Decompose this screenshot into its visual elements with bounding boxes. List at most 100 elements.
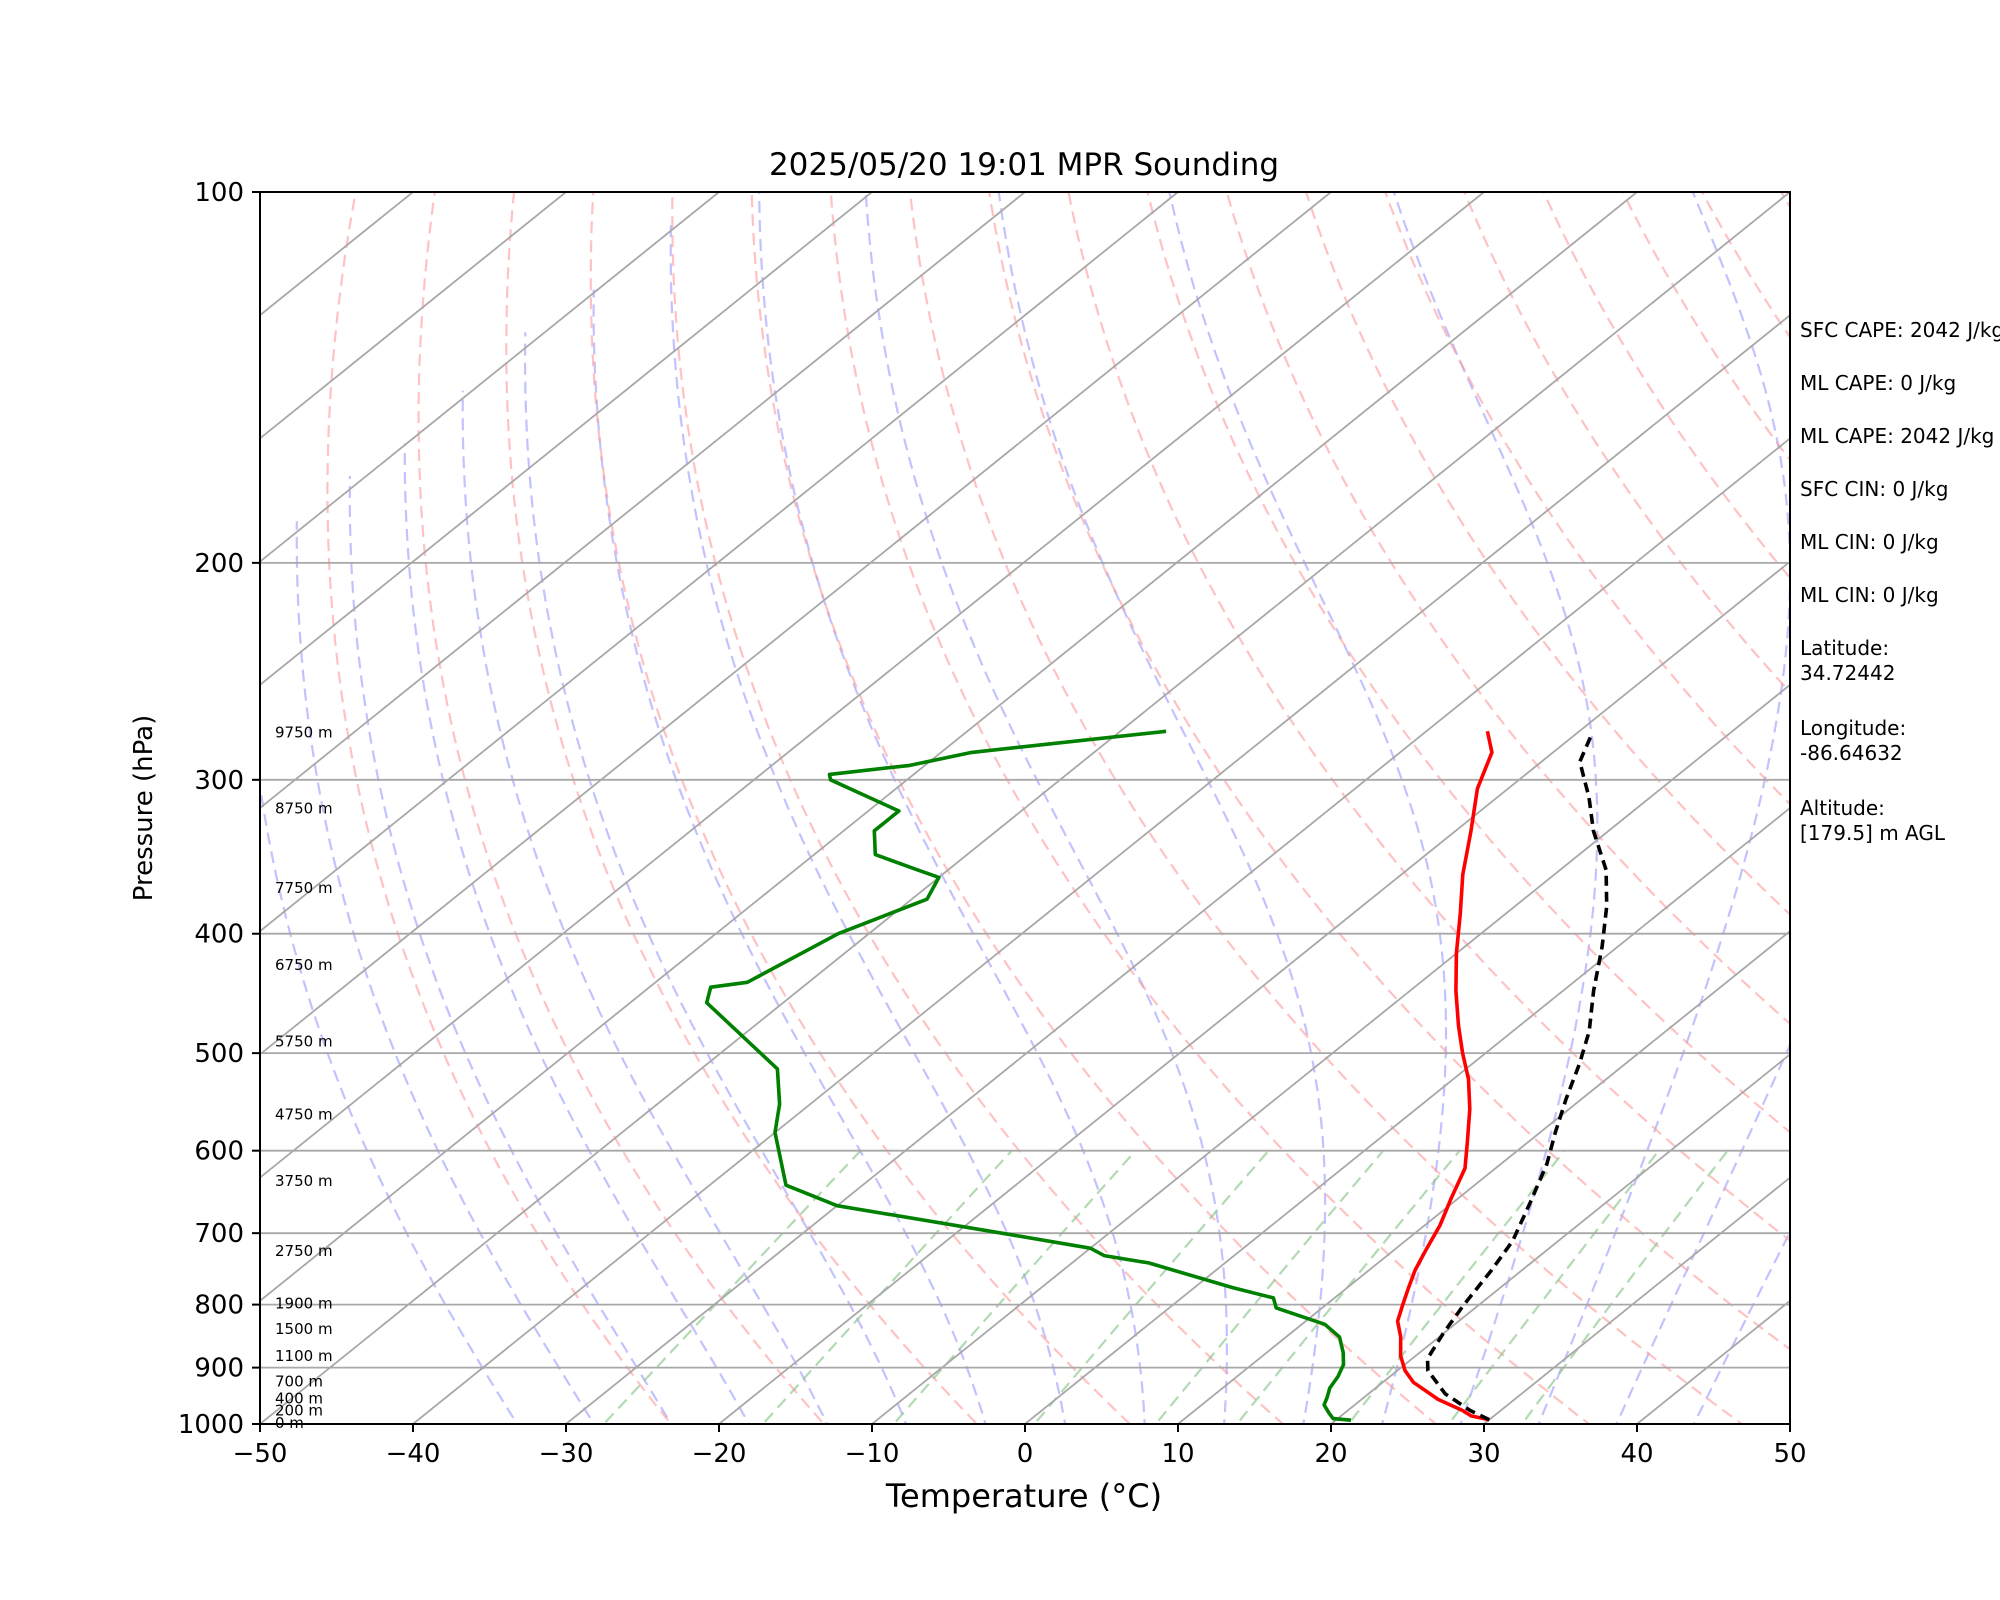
x-tick-label: 10 bbox=[1161, 1439, 1194, 1469]
altitude-value: [179.5] m AGL bbox=[1800, 821, 1946, 845]
latitude-value: 34.72442 bbox=[1800, 661, 1896, 685]
x-axis-label: Temperature (°C) bbox=[885, 1477, 1162, 1515]
mixing-ratio-line bbox=[1520, 1150, 1729, 1424]
x-tick-label: 40 bbox=[1620, 1439, 1653, 1469]
temperature-line bbox=[1395, 730, 1494, 1422]
isotherm bbox=[260, 192, 720, 563]
isotherm bbox=[1483, 1176, 1790, 1424]
height-label: 200 m bbox=[275, 1402, 323, 1420]
isotherm bbox=[260, 192, 1026, 810]
y-tick-label: 1000 bbox=[178, 1410, 244, 1440]
moist-adiabat bbox=[403, 443, 751, 1424]
x-tick-label: 50 bbox=[1773, 1439, 1806, 1469]
height-label: 4750 m bbox=[275, 1106, 333, 1124]
isotherm bbox=[260, 192, 1179, 933]
isotherm bbox=[1177, 930, 1790, 1424]
dry-adiabat bbox=[505, 192, 979, 1424]
moist-adiabat bbox=[864, 192, 1228, 1424]
dry-adiabat bbox=[1146, 192, 1790, 1134]
longitude-value: -86.64632 bbox=[1800, 741, 1903, 765]
dry-adiabat bbox=[908, 192, 1744, 1424]
moist-adiabat bbox=[1692, 1229, 1790, 1424]
moist-adiabat bbox=[295, 521, 596, 1424]
height-label: 5750 m bbox=[275, 1032, 333, 1050]
isotherm bbox=[718, 560, 1790, 1424]
longitude-block: Longitude: -86.64632 bbox=[1800, 716, 2000, 796]
altitude-block: Altitude: [179.5] m AGL bbox=[1800, 796, 2000, 876]
dry-adiabats bbox=[326, 192, 1790, 1424]
isotherm bbox=[260, 192, 1638, 1302]
moist-adiabat bbox=[524, 332, 908, 1424]
isotherm bbox=[565, 437, 1790, 1424]
isotherm bbox=[871, 683, 1790, 1424]
dry-adiabat bbox=[829, 192, 1591, 1424]
x-tick-label: −20 bbox=[692, 1439, 747, 1469]
parcel-line bbox=[1425, 732, 1609, 1422]
y-tick-label: 100 bbox=[194, 178, 244, 208]
mixing-ratio-line bbox=[1032, 1149, 1270, 1424]
height-label: 1500 m bbox=[275, 1320, 333, 1338]
height-label: 1100 m bbox=[275, 1347, 333, 1365]
isotherm bbox=[412, 314, 1790, 1424]
moist-adiabat bbox=[1168, 192, 1448, 1424]
dry-adiabat bbox=[750, 192, 1438, 1424]
height-label: 2750 m bbox=[275, 1242, 333, 1260]
isotherm bbox=[260, 192, 873, 686]
height-label: 8750 m bbox=[275, 799, 333, 817]
longitude-label: Longitude: bbox=[1800, 716, 1907, 740]
isotherm bbox=[260, 192, 567, 440]
ml-cin-text: ML CIN: 0 J/kg bbox=[1800, 530, 1939, 554]
y-tick-label: 300 bbox=[194, 766, 244, 796]
y-tick-label: 600 bbox=[194, 1137, 244, 1167]
dry-adiabat bbox=[1304, 192, 1790, 917]
x-tick-label: −50 bbox=[233, 1439, 288, 1469]
dry-adiabat bbox=[326, 192, 673, 1424]
mixing-ratio-line bbox=[602, 1149, 862, 1424]
x-tick-label: 30 bbox=[1467, 1439, 1500, 1469]
height-label: 9750 m bbox=[275, 723, 333, 741]
isotherm bbox=[260, 192, 1485, 1179]
plot-area bbox=[260, 192, 1790, 1424]
sounding-indices-panel: SFC CAPE: 2042 J/kg ML CAPE: 0 J/kg ML C… bbox=[1800, 318, 2000, 876]
y-tick-label: 900 bbox=[194, 1354, 244, 1384]
dry-adiabat bbox=[671, 192, 1285, 1424]
height-label: 700 m bbox=[275, 1372, 323, 1390]
isotherm bbox=[1330, 1053, 1790, 1424]
x-tick-label: 0 bbox=[1017, 1439, 1034, 1469]
latitude-label: Latitude: bbox=[1800, 636, 1890, 660]
moist-adiabat bbox=[592, 289, 987, 1424]
moist-adiabat bbox=[348, 475, 673, 1424]
x-tick-label: 20 bbox=[1314, 1439, 1347, 1469]
ml-cape-text: ML CAPE: 0 J/kg bbox=[1800, 371, 1957, 395]
isotherm bbox=[260, 192, 1332, 1056]
mixing-ratio-line bbox=[1347, 1150, 1566, 1424]
dry-adiabat bbox=[1067, 192, 1790, 1243]
height-label: 400 m bbox=[275, 1389, 323, 1407]
sfc-cin-text: SFC CIN: 0 J/kg bbox=[1800, 477, 1949, 501]
moist-adiabats bbox=[260, 192, 1790, 1424]
mixing-ratio-line bbox=[761, 1149, 1013, 1424]
moist-adiabat bbox=[669, 218, 1067, 1424]
height-label: 6750 m bbox=[275, 956, 333, 974]
moist-adiabat bbox=[997, 192, 1327, 1424]
moist-adiabat bbox=[260, 779, 519, 1424]
ml-cin-text-2: ML CIN: 0 J/kg bbox=[1800, 583, 1939, 607]
y-axis-label: Pressure (hPa) bbox=[129, 715, 159, 902]
dry-adiabat bbox=[988, 192, 1790, 1351]
moist-adiabat bbox=[1615, 1042, 1790, 1424]
sfc-cape-text: SFC CAPE: 2042 J/kg bbox=[1800, 318, 2000, 342]
y-axis: 100 200 300 400 500 600 700 800 900 1000 bbox=[178, 178, 260, 1440]
chart-title: 2025/05/20 19:01 MPR Sounding bbox=[769, 147, 1279, 183]
y-tick-label: 200 bbox=[194, 549, 244, 579]
y-tick-label: 800 bbox=[194, 1291, 244, 1321]
dry-adiabat bbox=[1225, 192, 1790, 1026]
moist-adiabat bbox=[758, 192, 1146, 1424]
moist-adiabat bbox=[1537, 192, 1790, 1424]
height-label: 7750 m bbox=[275, 879, 333, 897]
dry-adiabat bbox=[417, 192, 826, 1424]
x-tick-label: −40 bbox=[386, 1439, 441, 1469]
y-tick-label: 700 bbox=[194, 1219, 244, 1249]
ml-cape-text-2: ML CAPE: 2042 J/kg bbox=[1800, 424, 1995, 448]
